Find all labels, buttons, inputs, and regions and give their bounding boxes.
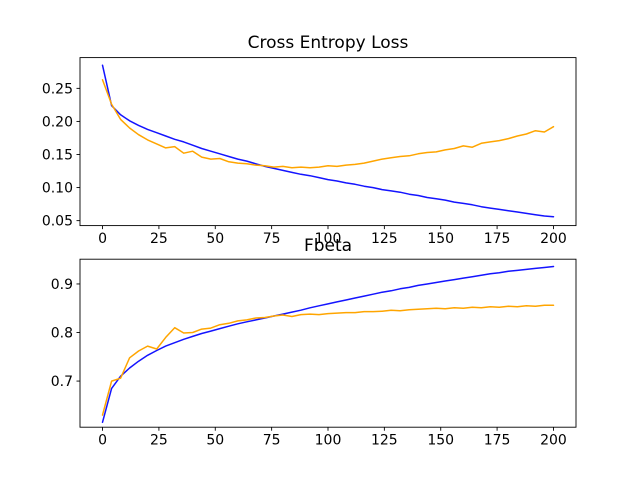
- blue-series-line: [101, 265, 555, 424]
- y-tick-label: 0.25: [42, 81, 73, 97]
- x-tick-label: 200: [540, 433, 567, 449]
- x-tick-label: 100: [315, 231, 342, 247]
- x-tick-label: 150: [427, 231, 454, 247]
- x-tick-label: 125: [371, 231, 398, 247]
- y-tick-label: 0.05: [42, 214, 73, 230]
- blue-series-line: [101, 64, 555, 218]
- x-tick-label: 0: [98, 433, 107, 449]
- x-tick-label: 50: [206, 433, 224, 449]
- y-tick-label: 0.8: [51, 326, 73, 342]
- y-tick-label: 0.9: [51, 277, 73, 293]
- y-tick-label: 0.20: [42, 114, 73, 130]
- x-tick-label: 25: [150, 231, 168, 247]
- x-tick-label: 75: [263, 433, 281, 449]
- x-tick-label: 25: [150, 433, 168, 449]
- x-tick-label: 100: [315, 433, 342, 449]
- orange-series-line: [101, 304, 555, 416]
- subplot-1: 0 25 50 75 100 125 150 175 200 0.05 0.10 0.15 0.20 0.…: [42, 57, 577, 247]
- x-tick-label: 175: [484, 433, 511, 449]
- axes-frame: [79, 258, 577, 428]
- y-tick-label: 0.7: [51, 374, 73, 390]
- y-tick-label: 0.15: [42, 147, 73, 163]
- axes-frame: [79, 57, 577, 227]
- orange-series-line: [101, 79, 555, 169]
- x-tick-label: 0: [98, 231, 107, 247]
- x-tick-label: 50: [206, 231, 224, 247]
- x-tick-label: 125: [371, 433, 398, 449]
- x-tick-label: 75: [263, 231, 281, 247]
- x-tick-label: 200: [540, 231, 567, 247]
- subplot-2: 0 25 50 75 100 125 150 175 200 0.7 0.8 0.9: [51, 258, 577, 449]
- x-tick-label: 150: [427, 433, 454, 449]
- x-tick-label: 175: [484, 231, 511, 247]
- y-tick-label: 0.10: [42, 181, 73, 197]
